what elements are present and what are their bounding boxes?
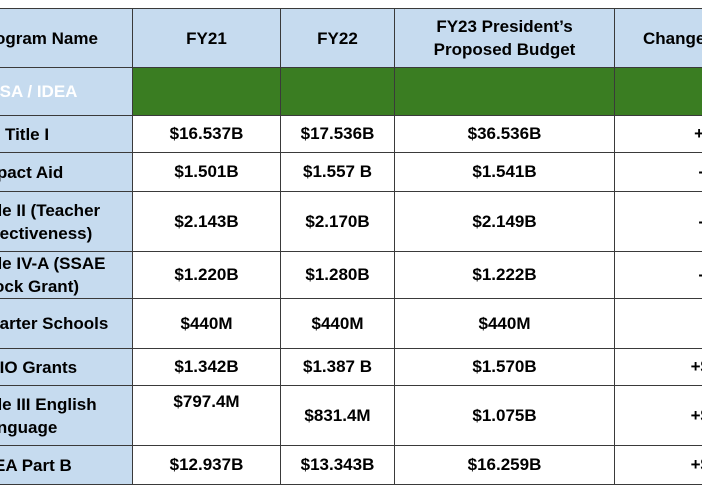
fy22-value: $13.343B	[280, 445, 395, 485]
fy22-value: $2.170B	[280, 191, 395, 252]
fy23-value: $1.541B	[394, 152, 615, 192]
table-row: Title II (Teacher Effectiveness) $2.143B…	[0, 191, 702, 252]
header-row: Program Name FY21 FY22 FY23 President’s …	[0, 8, 702, 68]
fy21-value: $1.342B	[132, 348, 281, 386]
program-name: TRIO Grants	[0, 348, 133, 386]
header-change: Change	[614, 8, 702, 68]
table-row: Impact Aid $1.501B $1.557 B $1.541B -	[0, 152, 702, 192]
fy22-value: $1.387 B	[280, 348, 395, 386]
change-value	[614, 298, 702, 349]
fy21-value: $440M	[132, 298, 281, 349]
header-fy22: FY22	[280, 8, 395, 68]
fy23-value: $2.149B	[394, 191, 615, 252]
table-row: TRIO Grants $1.342B $1.387 B $1.570B +$	[0, 348, 702, 386]
header-program-name: Program Name	[0, 8, 133, 68]
program-name: Charter Schools	[0, 298, 133, 349]
table-row: Title III English Language $797.4M $831.…	[0, 385, 702, 446]
fy22-value: $1.280B	[280, 251, 395, 299]
section-cell	[394, 67, 615, 116]
fy23-value: $440M	[394, 298, 615, 349]
fy21-value: $1.501B	[132, 152, 281, 192]
fy22-value: $17.536B	[280, 115, 395, 153]
table-row: Title I $16.537B $17.536B $36.536B +	[0, 115, 702, 153]
fy21-value: $1.220B	[132, 251, 281, 299]
fy23-value: $16.259B	[394, 445, 615, 485]
change-value: +$	[614, 445, 702, 485]
fy22-value: $440M	[280, 298, 395, 349]
fy23-value: $1.222B	[394, 251, 615, 299]
fy22-value: $1.557 B	[280, 152, 395, 192]
fy21-value: $12.937B	[132, 445, 281, 485]
change-value: +$	[614, 348, 702, 386]
change-value: -	[614, 191, 702, 252]
header-fy23: FY23 President’s Proposed Budget	[394, 8, 615, 68]
program-name: Title III English Language	[0, 385, 133, 446]
program-name: Title II (Teacher Effectiveness)	[0, 191, 133, 252]
fy23-value: $36.536B	[394, 115, 615, 153]
section-cell	[280, 67, 395, 116]
change-value: +	[614, 115, 702, 153]
section-row: ESSA / IDEA	[0, 67, 702, 116]
change-value: -	[614, 251, 702, 299]
header-fy21: FY21	[132, 8, 281, 68]
program-name: Title I	[0, 115, 133, 153]
fy23-value: $1.075B	[394, 385, 615, 446]
fy21-value: $797.4M	[132, 385, 281, 446]
table-row: IDEA Part B $12.937B $13.343B $16.259B +…	[0, 445, 702, 485]
section-label: ESSA / IDEA	[0, 67, 133, 116]
program-name: Title IV-A (SSAE Block Grant)	[0, 251, 133, 299]
section-cell	[132, 67, 281, 116]
program-name: Impact Aid	[0, 152, 133, 192]
fy22-value: $831.4M	[280, 385, 395, 446]
table-row: Title IV-A (SSAE Block Grant) $1.220B $1…	[0, 251, 702, 299]
fy21-value: $2.143B	[132, 191, 281, 252]
change-value: -	[614, 152, 702, 192]
fy21-value: $16.537B	[132, 115, 281, 153]
fy23-value: $1.570B	[394, 348, 615, 386]
change-value: +$	[614, 385, 702, 446]
table-row: Charter Schools $440M $440M $440M	[0, 298, 702, 349]
section-cell	[614, 67, 702, 116]
budget-table: Program Name FY21 FY22 FY23 President’s …	[0, 8, 702, 485]
program-name: IDEA Part B	[0, 445, 133, 485]
